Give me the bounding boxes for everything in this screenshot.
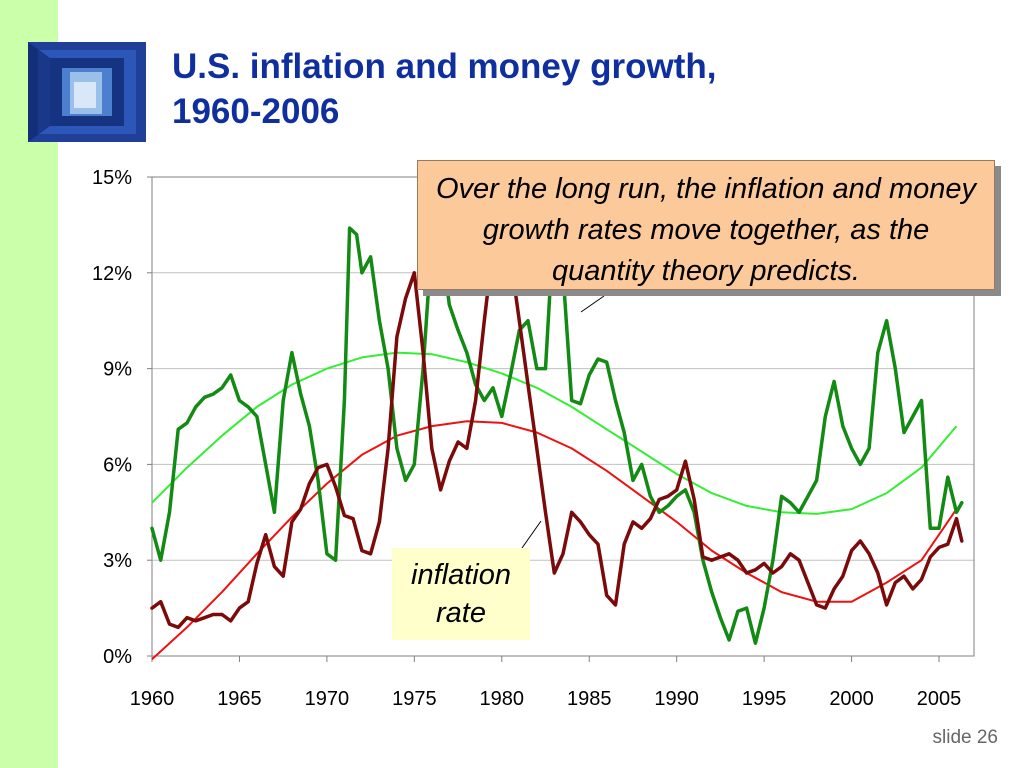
x-tick-label: 1960 — [130, 688, 175, 710]
window-logo-image — [28, 42, 146, 142]
x-tick-label: 1995 — [742, 688, 787, 710]
money-growth-trend-line — [151, 351, 958, 515]
callout-box: Over the long run, the inflation and mon… — [417, 160, 995, 290]
slide-title-line1: U.S. inflation and money growth, — [172, 47, 717, 86]
slide-title-line2: 1960-2006 — [172, 92, 340, 131]
y-tick-label: 12% — [92, 263, 132, 285]
y-tick-label: 9% — [103, 359, 132, 381]
x-tick-label: 1970 — [305, 688, 350, 710]
x-tick-label: 2005 — [917, 688, 962, 710]
callout-pointer-line — [580, 295, 605, 313]
y-axis-tick-labels: 0% 3% 6% 9% 12% 15% — [92, 167, 132, 668]
y-tick-label: 0% — [103, 646, 132, 668]
inflation-series-line — [150, 191, 964, 630]
slide-number: slide 26 — [932, 727, 999, 748]
y-tick-label: 6% — [103, 454, 132, 476]
x-tick-label: 1975 — [392, 688, 437, 710]
x-axis-tick-labels: 1960 1965 1970 1975 1980 1985 1990 1995 2000 2005 — [130, 688, 962, 710]
inflation-trend-line — [151, 420, 958, 660]
y-tick-label: 3% — [103, 550, 132, 572]
y-tick-label: 15% — [92, 167, 132, 189]
x-tick-label: 1965 — [217, 688, 262, 710]
x-tick-label: 1985 — [567, 688, 612, 710]
x-tick-label: 1980 — [480, 688, 525, 710]
x-tick-label: 1990 — [654, 688, 699, 710]
x-tick-label: 2000 — [829, 688, 874, 710]
slide-title: U.S. inflation and money growth, 1960-20… — [172, 44, 716, 134]
inflation-rate-label: inflation rate — [392, 548, 530, 640]
inflation-label-pointer-line — [521, 520, 542, 549]
axis-ticks — [147, 176, 940, 662]
